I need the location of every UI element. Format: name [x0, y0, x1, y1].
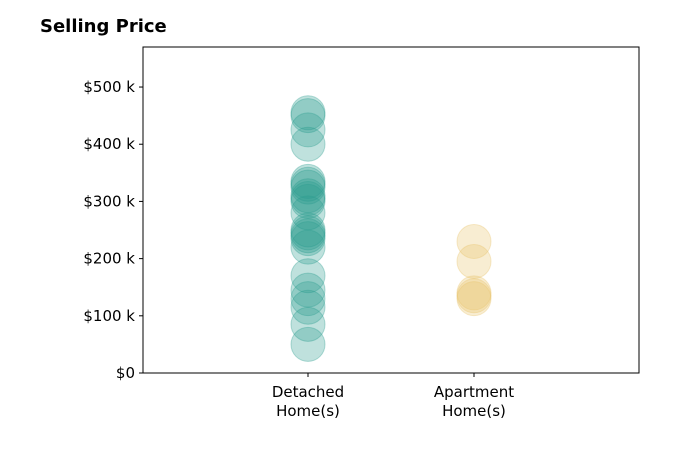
- y-tick-label: $500 k: [83, 78, 135, 96]
- marks-layer: [290, 95, 492, 362]
- y-tick-label: $300 k: [83, 192, 135, 210]
- data-point-detached-21: [290, 326, 326, 362]
- data-point-detached-0: [290, 95, 326, 131]
- data-point-detached-18: [290, 281, 326, 317]
- data-point-detached-19: [290, 289, 326, 325]
- data-point-detached-3: [290, 126, 326, 162]
- data-point-detached-6: [290, 169, 326, 205]
- data-point-detached-9: [290, 183, 326, 219]
- plot-area-frame: [142, 46, 640, 374]
- data-point-detached-13: [290, 218, 326, 254]
- data-point-detached-15: [290, 229, 326, 265]
- data-point-apartment-1: [456, 243, 492, 279]
- data-point-detached-20: [290, 306, 326, 342]
- data-point-apartment-0: [456, 223, 492, 259]
- y-tick-label: $200 k: [83, 250, 135, 268]
- data-point-detached-1: [290, 98, 326, 134]
- data-point-apartment-4: [456, 281, 492, 317]
- data-point-detached-17: [290, 272, 326, 308]
- x-tick-label: Apartment Home(s): [434, 383, 514, 420]
- data-point-detached-11: [290, 212, 326, 248]
- x-axis: Detached Home(s) Apartment Home(s): [272, 373, 514, 420]
- data-point-apartment-2: [456, 275, 492, 311]
- y-tick-label: $100 k: [83, 307, 135, 325]
- data-point-detached-10: [290, 195, 326, 231]
- chart-title: Selling Price: [40, 16, 167, 37]
- data-point-detached-16: [290, 258, 326, 294]
- y-axis: $0 $100 k $200 k $300 k $400 k $500 k: [83, 78, 143, 382]
- data-point-detached-12: [290, 215, 326, 251]
- y-tick-label: $400 k: [83, 135, 135, 153]
- x-tick-label: Detached Home(s): [272, 383, 344, 420]
- data-point-apartment-3: [456, 278, 492, 314]
- data-point-detached-7: [290, 178, 326, 214]
- data-point-detached-4: [290, 163, 326, 199]
- data-point-detached-8: [290, 181, 326, 217]
- data-point-detached-14: [290, 221, 326, 257]
- y-tick-label: $0: [116, 364, 135, 382]
- data-point-detached-5: [290, 166, 326, 202]
- data-point-detached-2: [290, 112, 326, 148]
